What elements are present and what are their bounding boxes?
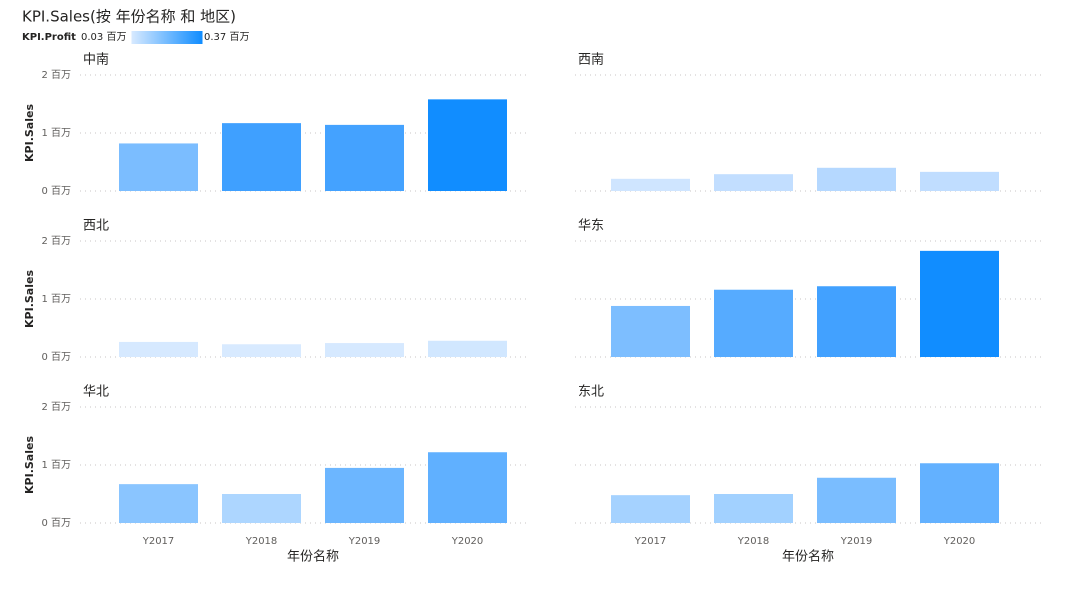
x-tick-label: Y2019 [348,536,381,547]
bar [920,463,999,523]
bar [428,99,507,191]
bar [119,341,198,357]
bar [222,344,301,357]
bar [611,178,690,191]
bar [611,305,690,357]
legend-max-label: 0.37 百万 [204,31,249,43]
x-axis-label: 年份名称 [287,549,339,565]
legend-min-label: 0.03 百万 [81,31,126,43]
x-tick-label: Y2020 [943,536,976,547]
y-tick-label: 2 百万 [41,401,71,413]
y-tick-label: 1 百万 [41,293,71,305]
y-axis-label: KPI.Sales [23,436,36,494]
x-tick-label: Y2017 [634,536,667,547]
panel-title: 中南 [83,52,109,68]
bar [119,143,198,191]
bar [428,340,507,357]
bar [428,452,507,523]
chart-title: KPI.Sales(按 年份名称 和 地区) [22,8,236,26]
bar [714,289,793,357]
y-tick-label: 1 百万 [41,127,71,139]
y-tick-label: 2 百万 [41,235,71,247]
bar [920,171,999,191]
panel-title: 西北 [83,219,109,234]
bar [920,250,999,357]
x-tick-label: Y2017 [142,536,175,547]
bar [222,123,301,191]
legend-gradient [132,31,202,44]
y-tick-label: 0 百万 [41,517,71,529]
bar [817,477,896,523]
bar [714,494,793,523]
y-axis-label: KPI.Sales [23,104,36,162]
bar [119,484,198,523]
panel-title: 西南 [578,52,604,68]
bar [325,124,404,191]
y-tick-label: 2 百万 [41,69,71,81]
x-tick-label: Y2019 [840,536,873,547]
panel-title: 华北 [83,385,109,400]
bar [817,286,896,357]
legend-title: KPI.Profit [22,32,76,43]
bar [222,494,301,523]
panel-title: 东北 [578,385,604,400]
bar [611,495,690,523]
y-tick-label: 1 百万 [41,459,71,471]
bar [817,167,896,191]
y-tick-label: 0 百万 [41,351,71,363]
x-axis-label: 年份名称 [782,549,834,565]
bar [325,467,404,523]
y-tick-label: 0 百万 [41,185,71,197]
y-axis-label: KPI.Sales [23,270,36,328]
bar [714,174,793,191]
panel-title: 华东 [578,219,604,234]
x-tick-label: Y2018 [245,536,278,547]
x-tick-label: Y2020 [451,536,484,547]
x-tick-label: Y2018 [737,536,770,547]
bar [325,343,404,357]
